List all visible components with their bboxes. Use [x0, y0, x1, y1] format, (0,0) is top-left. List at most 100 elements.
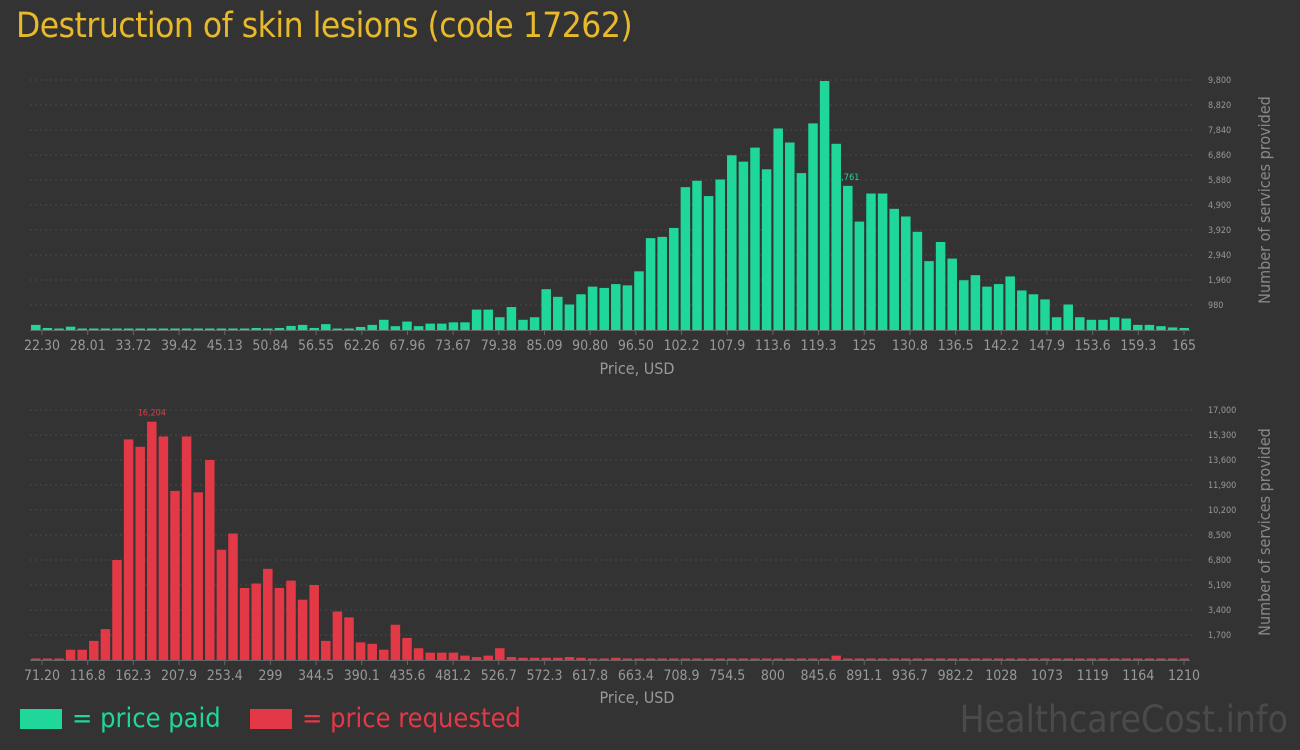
bar [1051, 317, 1062, 330]
bar [773, 658, 783, 660]
bar [761, 169, 772, 330]
x-tick-label: 1210 [1168, 668, 1200, 684]
x-tick-label: 62.26 [344, 338, 380, 354]
bar [935, 241, 946, 330]
bar [1133, 324, 1143, 330]
bar [611, 284, 621, 330]
bar [750, 147, 760, 330]
y-axis-title: Number of services provided [1255, 428, 1274, 636]
bar [89, 640, 99, 660]
bar [1167, 327, 1178, 330]
page-title: Destruction of skin lesions (code 17262) [16, 6, 633, 46]
legend-requested-swatch [250, 708, 292, 729]
y-tick-label: 10,200 [1208, 506, 1236, 516]
x-tick-label: 162.3 [115, 668, 151, 684]
bar [947, 658, 957, 660]
y-tick-label: 17,000 [1208, 406, 1236, 416]
bar [460, 655, 470, 660]
bar [785, 142, 795, 330]
x-tick-label: 71.20 [24, 668, 60, 684]
x-tick-label: 90.80 [572, 338, 608, 354]
bar [147, 421, 157, 660]
y-tick-label: 8,820 [1208, 101, 1231, 111]
bar [413, 326, 424, 330]
bar [959, 658, 969, 660]
bar [599, 658, 609, 660]
x-tick-label: 96.50 [618, 338, 654, 354]
bar [703, 658, 714, 660]
bar [31, 658, 41, 660]
bar [437, 652, 447, 660]
x-axis-title: Price, USD [600, 359, 675, 378]
x-tick-label: 299 [258, 668, 282, 684]
bar [843, 658, 853, 660]
x-tick-label: 119.3 [801, 338, 837, 354]
bar [1167, 658, 1178, 660]
x-tick-label: 708.9 [663, 668, 699, 684]
bar [100, 629, 111, 660]
bar [181, 436, 192, 660]
bar [1040, 299, 1050, 330]
bar [564, 657, 575, 660]
bar [750, 658, 760, 660]
bar [42, 658, 53, 660]
bar [77, 649, 87, 660]
legend-requested: = price requested [250, 703, 521, 734]
x-tick-label: 617.8 [572, 668, 608, 684]
bar [1086, 658, 1097, 660]
bar [390, 624, 401, 660]
x-tick-label: 1028 [985, 668, 1017, 684]
bar [796, 173, 807, 330]
y-tick-label: 3,920 [1208, 226, 1231, 236]
x-tick-label: 130.8 [892, 338, 928, 354]
bar [854, 221, 865, 330]
bar [645, 238, 656, 330]
x-tick-label: 891.1 [846, 668, 882, 684]
x-tick-label: 845.6 [801, 668, 837, 684]
bar [599, 287, 609, 330]
x-tick-label: 22.30 [24, 338, 60, 354]
x-tick-label: 116.8 [70, 668, 106, 684]
bar [901, 658, 911, 660]
bar [866, 658, 876, 660]
bar [970, 275, 981, 330]
bar [796, 658, 807, 660]
bar [715, 179, 725, 330]
y-tick-label: 1,700 [1208, 631, 1231, 641]
bar [367, 324, 377, 330]
y-tick-label: 2,940 [1208, 251, 1231, 261]
y-tick-label: 980 [1208, 301, 1223, 311]
bar [680, 187, 691, 330]
x-tick-label: 165 [1172, 338, 1196, 354]
bar [808, 123, 818, 331]
x-tick-label: 45.13 [207, 338, 243, 354]
bar [877, 658, 888, 660]
bar [1109, 658, 1120, 660]
bar [251, 327, 261, 330]
bar [332, 611, 343, 660]
bar [1179, 327, 1189, 330]
bar [506, 657, 517, 660]
bar [1005, 658, 1015, 660]
bar [680, 658, 691, 660]
bar [1040, 658, 1050, 660]
bar [901, 216, 911, 330]
bar [982, 658, 992, 660]
x-tick-label: 1073 [1031, 668, 1063, 684]
bar [274, 587, 285, 660]
legend-paid-swatch [20, 708, 62, 729]
x-tick-label: 67.96 [389, 338, 425, 354]
bar [471, 309, 482, 330]
bar [808, 658, 818, 660]
bar [471, 657, 482, 660]
y-tick-label: 4,900 [1208, 201, 1231, 211]
bar [460, 322, 470, 330]
bar [982, 286, 992, 330]
bar [205, 460, 215, 660]
bar [738, 658, 749, 660]
y-tick-label: 11,900 [1208, 481, 1236, 491]
x-tick-label: 207.9 [161, 668, 197, 684]
bar [1156, 658, 1166, 660]
x-tick-label: 125 [852, 338, 876, 354]
x-tick-label: 1119 [1077, 668, 1109, 684]
